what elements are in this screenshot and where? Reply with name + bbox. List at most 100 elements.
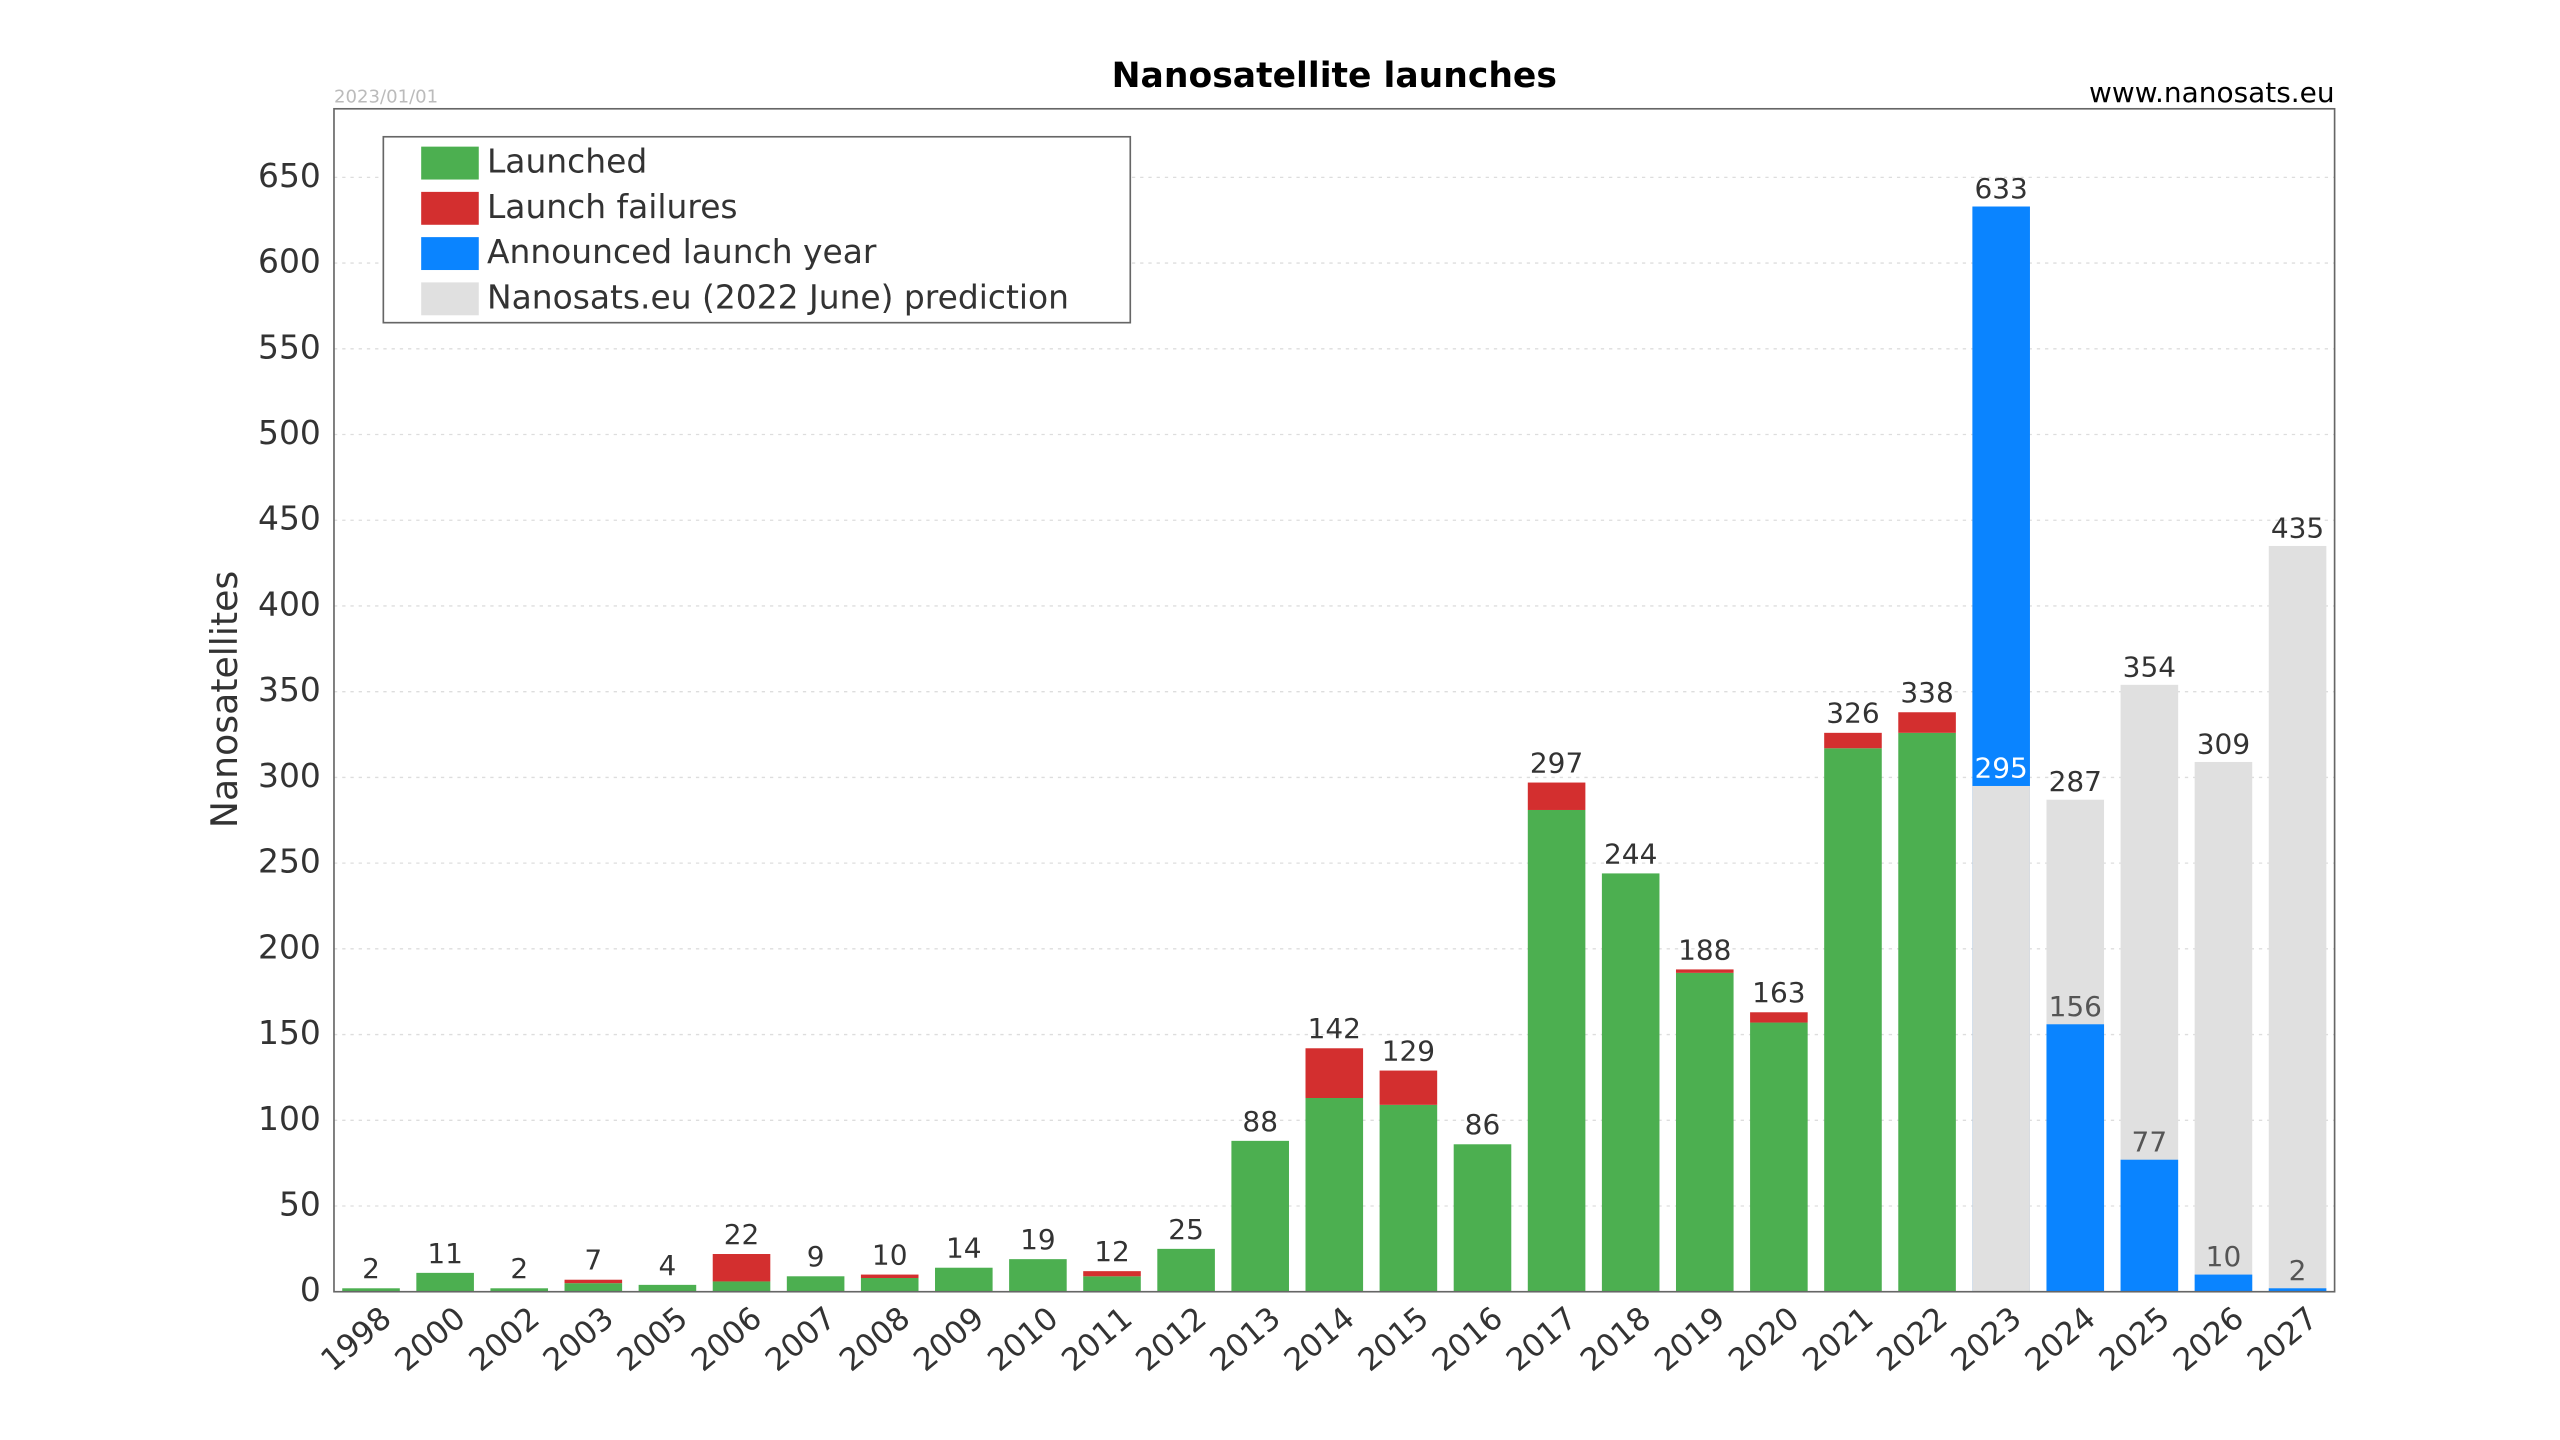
total-label: 188 xyxy=(1678,933,1731,966)
x-tick-label: 2020 xyxy=(1722,1300,1806,1379)
bar-segment xyxy=(712,1254,771,1282)
x-tick-label: 2026 xyxy=(2167,1300,2251,1379)
value-label: 287 xyxy=(2049,765,2102,798)
x-tick-label: 2013 xyxy=(1204,1300,1288,1379)
total-label: 86 xyxy=(1465,1108,1501,1141)
date: 2023/01/01 xyxy=(334,86,438,107)
bar xyxy=(2268,1288,2327,1292)
y-tick-label: 400 xyxy=(258,584,321,623)
x-tick-label: 2017 xyxy=(1500,1300,1584,1379)
legend-swatch xyxy=(421,237,479,271)
value-label: 156 xyxy=(2049,990,2102,1023)
bar-segment xyxy=(1231,1140,1289,1292)
x-tick-label: 2025 xyxy=(2093,1300,2177,1379)
bar-segment xyxy=(860,1278,919,1292)
bar-segment xyxy=(342,1288,400,1292)
total-label: 10 xyxy=(872,1238,908,1271)
total-label: 163 xyxy=(1752,976,1805,1009)
legend-label: Nanosats.eu (2022 June) prediction xyxy=(487,277,1069,316)
bar-segment xyxy=(1157,1248,1215,1292)
bar-segment xyxy=(1898,732,1956,1292)
bar xyxy=(2194,1274,2253,1292)
x-tick-label: 2007 xyxy=(759,1300,843,1379)
bar-segment xyxy=(1527,782,1586,810)
bar-segment xyxy=(1379,1104,1438,1292)
legend-label: Launch failures xyxy=(487,187,738,226)
total-label: 4 xyxy=(659,1249,677,1282)
chart-title: Nanosatellite launches xyxy=(1112,56,1557,96)
x-tick-label: 2019 xyxy=(1648,1300,1732,1379)
total-label: 14 xyxy=(946,1232,982,1265)
bar-segment xyxy=(1083,1276,1141,1292)
total-label: 326 xyxy=(1826,697,1879,730)
bar-segment xyxy=(1898,712,1956,733)
bar-segment xyxy=(712,1281,771,1292)
bar-segment xyxy=(564,1283,623,1292)
x-tick-label: 2014 xyxy=(1278,1300,1362,1379)
total-label: 88 xyxy=(1242,1105,1278,1138)
y-tick-label: 500 xyxy=(258,413,321,452)
x-tick-label: 1998 xyxy=(314,1300,398,1379)
x-tick-label: 2024 xyxy=(2019,1300,2103,1379)
value-label: 295 xyxy=(1974,752,2027,785)
plot-frame xyxy=(333,107,2336,1293)
x-tick-label: 2008 xyxy=(833,1300,917,1379)
total-label: 129 xyxy=(1382,1034,1435,1067)
bar-segment xyxy=(416,1272,474,1292)
y-tick-label: 650 xyxy=(258,156,321,195)
bar-segment xyxy=(1675,969,1734,973)
x-tick-label: 2010 xyxy=(981,1300,1065,1379)
legend-label: Announced launch year xyxy=(487,232,877,271)
y-tick-label: 350 xyxy=(258,670,321,709)
bar xyxy=(2268,545,2327,1292)
bar-segment xyxy=(490,1288,549,1292)
value-label: 2 xyxy=(2289,1254,2307,1287)
bar-segment xyxy=(1527,809,1586,1292)
bar-segment xyxy=(1750,1012,1808,1023)
legend-swatch xyxy=(421,282,479,316)
x-tick-label: 2018 xyxy=(1574,1300,1658,1379)
y-tick-label: 600 xyxy=(258,242,321,281)
total-label: 19 xyxy=(1020,1223,1056,1256)
bar xyxy=(2194,761,2253,1292)
total-label: 25 xyxy=(1168,1213,1204,1246)
x-tick-label: 2009 xyxy=(907,1300,991,1379)
x-tick-label: 2006 xyxy=(685,1300,769,1379)
y-tick-label: 200 xyxy=(258,927,321,966)
total-label: 22 xyxy=(724,1218,760,1251)
y-axis-label: Nanosatellites xyxy=(203,571,246,828)
x-tick-label: 2027 xyxy=(2241,1300,2325,1379)
legend-swatch xyxy=(421,146,479,180)
bar-segment xyxy=(1305,1097,1364,1292)
x-tick-label: 2003 xyxy=(537,1300,621,1379)
y-tick-label: 300 xyxy=(258,756,321,795)
bar xyxy=(2120,1159,2179,1292)
bar-segment xyxy=(860,1274,919,1279)
y-tick-label: 150 xyxy=(258,1013,321,1052)
total-label: 12 xyxy=(1094,1235,1130,1268)
x-tick-label: 2002 xyxy=(463,1300,547,1379)
source: www.nanosats.eu xyxy=(2089,76,2335,109)
x-tick-label: 2021 xyxy=(1796,1300,1880,1379)
bar-segment xyxy=(786,1276,845,1292)
y-tick-label: 0 xyxy=(300,1270,321,1309)
x-tick-label: 2015 xyxy=(1352,1300,1436,1379)
total-label: 7 xyxy=(584,1244,602,1277)
legend-label: Launched xyxy=(487,142,647,181)
total-label: 2 xyxy=(510,1252,528,1285)
bar-segment xyxy=(1453,1144,1512,1292)
bar-segment xyxy=(1305,1048,1364,1098)
x-tick-label: 2016 xyxy=(1426,1300,1510,1379)
value-label: 309 xyxy=(2197,728,2250,761)
bar-segment xyxy=(1009,1259,1067,1292)
total-label: 2 xyxy=(362,1252,380,1285)
total-label: 11 xyxy=(427,1237,463,1270)
x-tick-label: 2005 xyxy=(611,1300,695,1379)
value-label: 633 xyxy=(1974,172,2027,205)
y-tick-label: 250 xyxy=(258,842,321,881)
value-label: 354 xyxy=(2123,650,2176,683)
bar xyxy=(2046,1024,2105,1292)
bar xyxy=(1972,785,2030,1292)
value-label: 77 xyxy=(2132,1125,2168,1158)
